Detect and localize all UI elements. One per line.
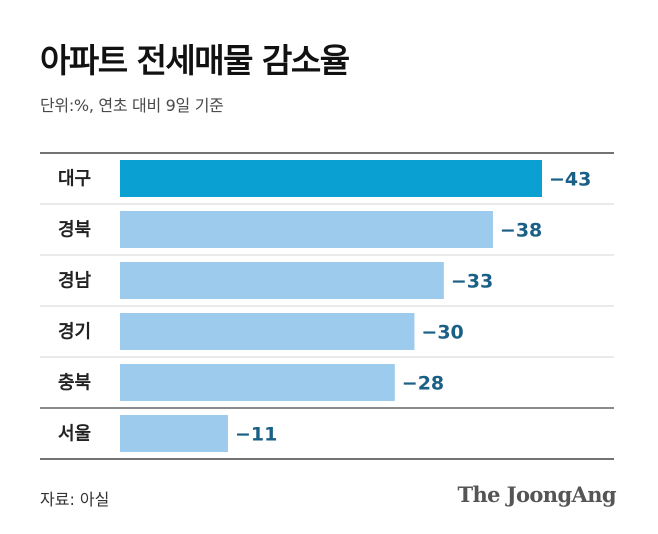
- bar: [120, 364, 395, 401]
- bar: [120, 211, 493, 248]
- category-label: 대구: [58, 169, 91, 190]
- category-label: 서울: [58, 424, 91, 445]
- category-label: 경남: [58, 271, 92, 292]
- value-label: −30: [421, 322, 463, 344]
- publisher-logo: The JoongAng: [457, 482, 616, 507]
- chart-subtitle: 단위:%, 연초 대비 9일 기준: [40, 96, 224, 115]
- value-label: −33: [451, 271, 493, 293]
- category-label: 경기: [58, 322, 91, 343]
- value-label: −28: [402, 373, 444, 395]
- value-label: −38: [500, 220, 542, 242]
- bar: [120, 262, 444, 299]
- value-label: −43: [549, 169, 591, 191]
- value-label: −11: [235, 424, 277, 446]
- category-label: 충북: [58, 373, 91, 394]
- source-note: 자료: 아실: [40, 490, 110, 509]
- chart-title: 아파트 전세매물 감소율: [40, 41, 350, 80]
- bar: [120, 160, 542, 197]
- bar: [120, 313, 415, 350]
- category-label: 경북: [58, 220, 91, 241]
- bar: [120, 415, 228, 452]
